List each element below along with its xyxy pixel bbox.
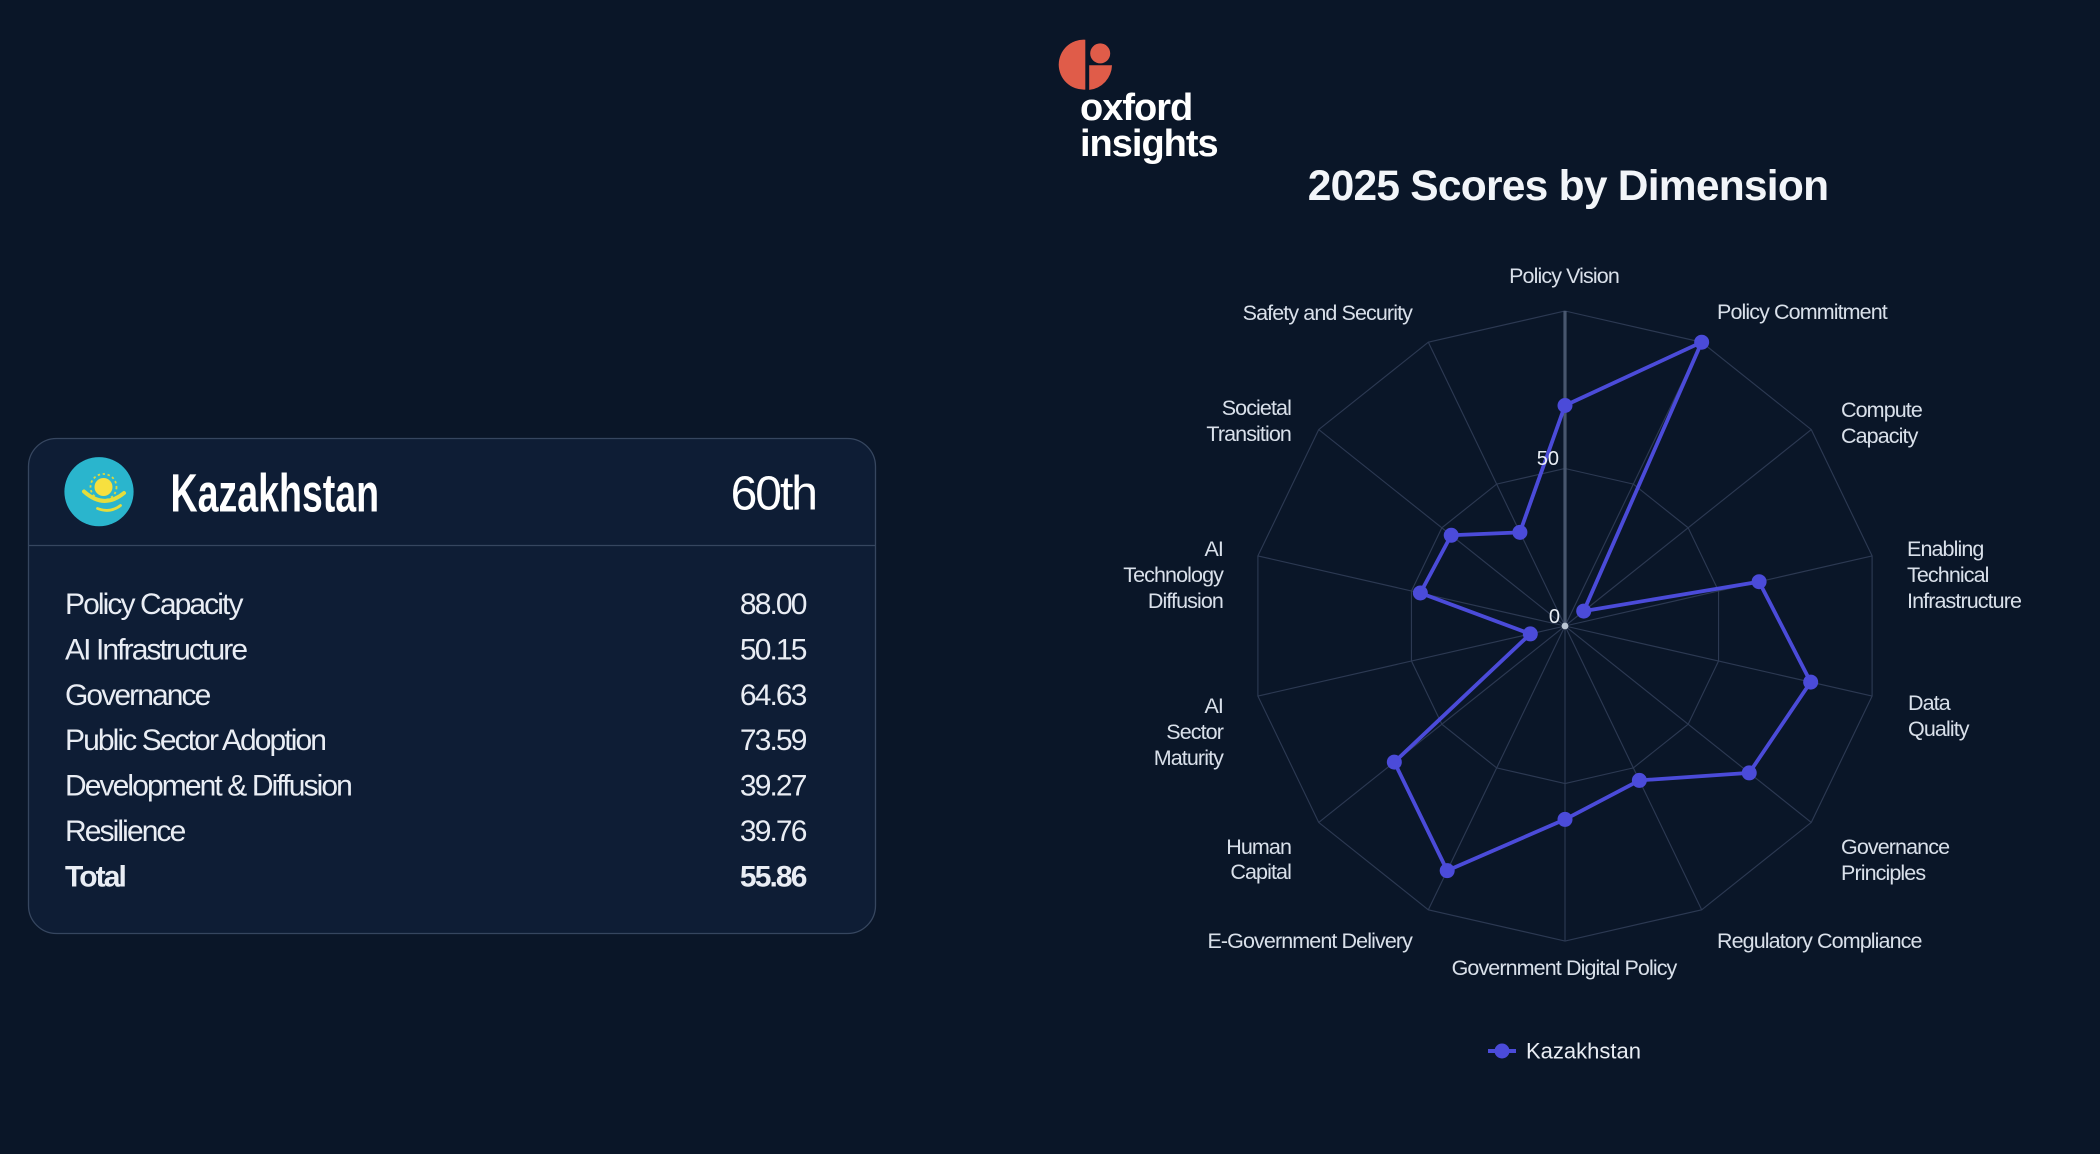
svg-text:Sector: Sector	[1166, 720, 1223, 744]
svg-text:Regulatory Compliance: Regulatory Compliance	[1717, 929, 1922, 953]
svg-text:50: 50	[1537, 448, 1559, 470]
svg-text:Capital: Capital	[1230, 860, 1291, 884]
svg-text:Policy Capacity: Policy Capacity	[65, 588, 243, 621]
svg-text:Resilience: Resilience	[65, 815, 186, 848]
svg-text:Maturity: Maturity	[1154, 746, 1224, 770]
svg-text:Governance: Governance	[65, 679, 211, 712]
svg-text:60th: 60th	[731, 468, 816, 521]
svg-text:Enabling: Enabling	[1907, 537, 1983, 561]
svg-text:55.86: 55.86	[740, 860, 807, 893]
svg-text:Total: Total	[65, 860, 125, 893]
svg-text:AI: AI	[1204, 537, 1223, 561]
svg-text:oxford: oxford	[1080, 87, 1192, 129]
svg-text:73.59: 73.59	[740, 724, 807, 757]
svg-text:Policy Vision: Policy Vision	[1509, 264, 1619, 288]
svg-text:Technical: Technical	[1907, 563, 1989, 587]
svg-text:insights: insights	[1080, 123, 1218, 165]
svg-text:Public Sector Adoption: Public Sector Adoption	[65, 724, 325, 757]
svg-text:AI Infrastructure: AI Infrastructure	[65, 633, 247, 666]
svg-text:Infrastructure: Infrastructure	[1907, 589, 2021, 613]
svg-text:Transition: Transition	[1206, 422, 1291, 446]
svg-text:Data: Data	[1908, 691, 1951, 715]
svg-text:AI: AI	[1204, 694, 1223, 718]
svg-text:2025 Scores by Dimension: 2025 Scores by Dimension	[1308, 163, 1829, 210]
svg-text:Capacity: Capacity	[1841, 424, 1919, 448]
svg-text:Kazakhstan: Kazakhstan	[171, 463, 380, 523]
svg-text:Governance: Governance	[1841, 835, 1949, 859]
svg-text:E-Government Delivery: E-Government Delivery	[1207, 929, 1413, 953]
svg-text:64.63: 64.63	[740, 679, 807, 712]
svg-text:Societal: Societal	[1222, 396, 1291, 420]
svg-text:Policy Commitment: Policy Commitment	[1717, 300, 1888, 324]
svg-text:88.00: 88.00	[740, 588, 807, 621]
svg-text:39.76: 39.76	[740, 815, 807, 848]
svg-text:Compute: Compute	[1841, 398, 1922, 422]
svg-text:Technology: Technology	[1123, 563, 1224, 587]
svg-text:Diffusion: Diffusion	[1148, 589, 1223, 613]
svg-text:0: 0	[1549, 606, 1560, 628]
svg-text:Safety and Security: Safety and Security	[1243, 301, 1413, 325]
svg-text:Government Digital Policy: Government Digital Policy	[1452, 956, 1678, 980]
svg-text:Principles: Principles	[1841, 861, 1925, 885]
svg-text:Human: Human	[1226, 835, 1291, 859]
svg-text:Development & Diffusion: Development & Diffusion	[65, 770, 351, 803]
svg-text:50.15: 50.15	[740, 633, 807, 666]
svg-text:Quality: Quality	[1908, 717, 1970, 741]
svg-text:Kazakhstan: Kazakhstan	[1526, 1039, 1641, 1064]
svg-text:39.27: 39.27	[740, 770, 807, 803]
